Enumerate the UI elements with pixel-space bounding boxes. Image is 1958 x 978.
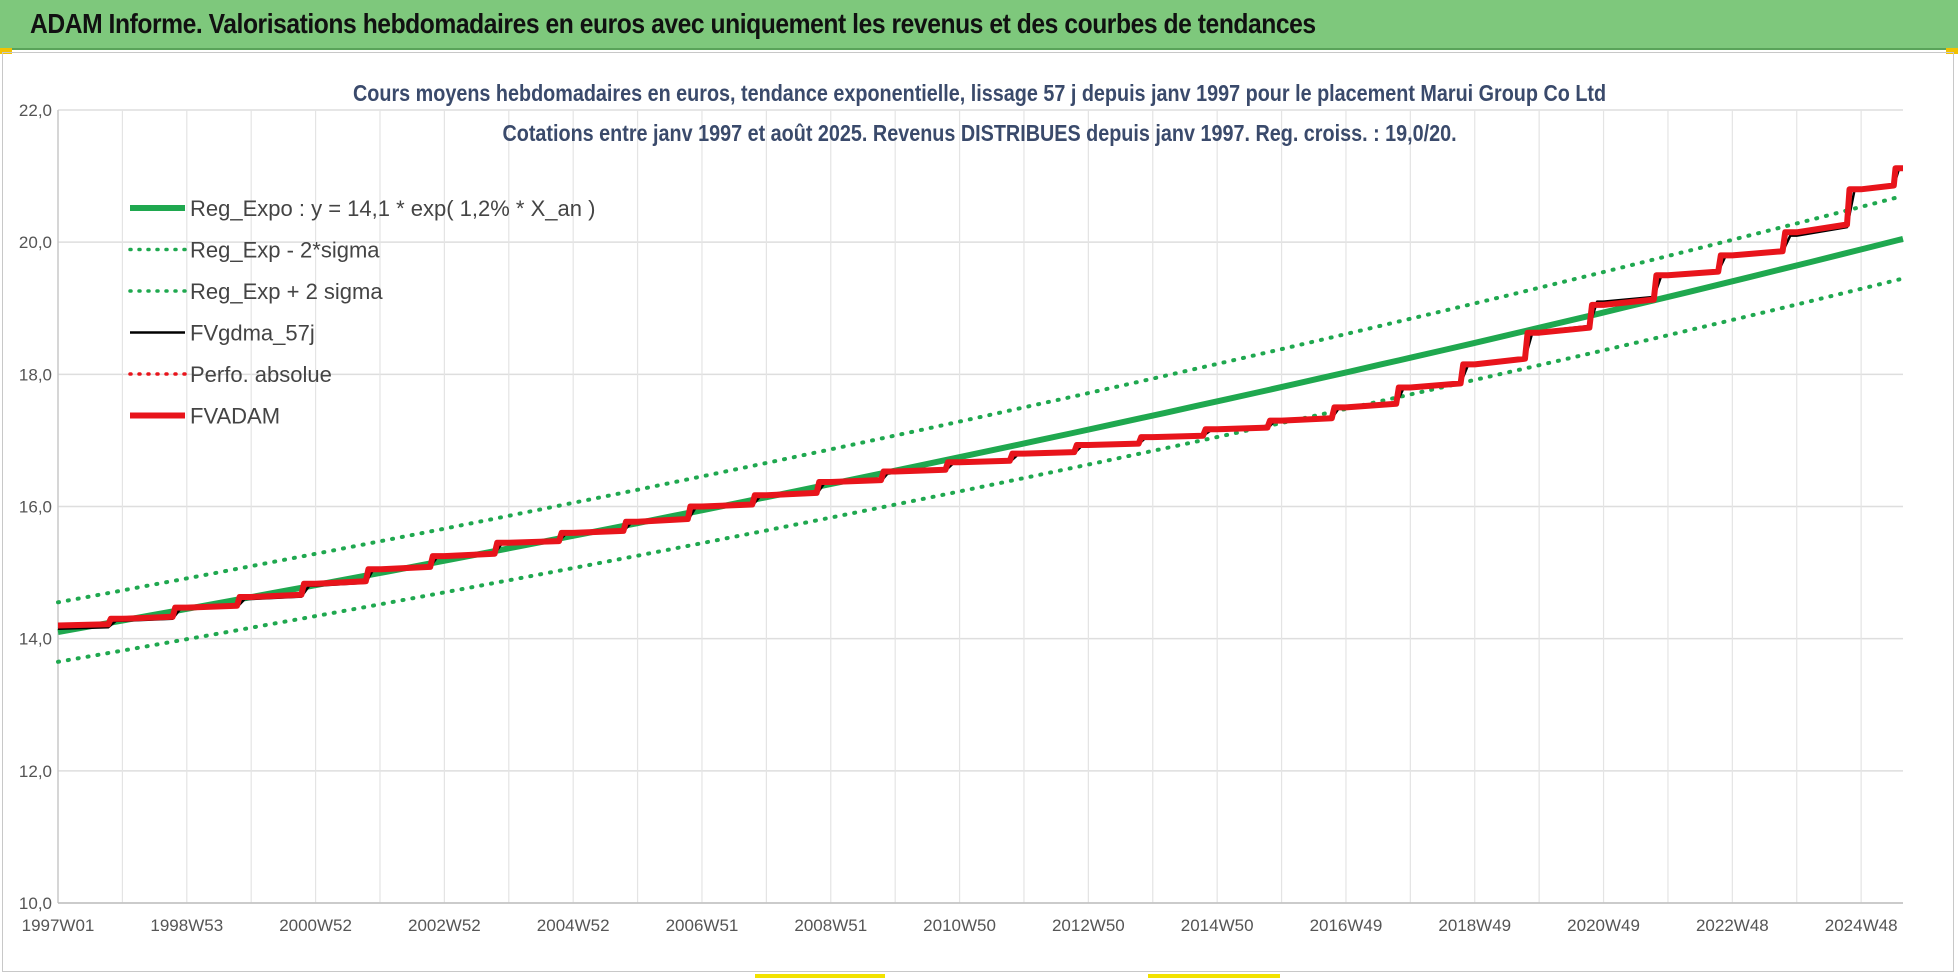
x-tick-label: 2004W52 <box>537 916 610 935</box>
corner-marker-left <box>0 48 12 54</box>
bottom-accent-right <box>1148 974 1280 978</box>
x-tick-label: 2012W50 <box>1052 916 1125 935</box>
header-banner: ADAM Informe. Valorisations hebdomadaire… <box>0 0 1958 50</box>
x-tick-label: 2020W49 <box>1567 916 1640 935</box>
x-tick-label: 2016W49 <box>1310 916 1383 935</box>
x-tick-label: 2008W51 <box>794 916 867 935</box>
y-tick-label: 18,0 <box>19 365 52 384</box>
series-line-5 <box>57 165 1903 629</box>
x-tick-label: 2014W50 <box>1181 916 1254 935</box>
chart-title: Cours moyens hebdomadaires en euros, ten… <box>353 80 1607 106</box>
legend-label: FVgdma_57j <box>190 321 315 346</box>
chart-subtitle: Cotations entre janv 1997 et août 2025. … <box>502 120 1457 146</box>
corner-marker-right <box>1946 48 1958 54</box>
page-title: ADAM Informe. Valorisations hebdomadaire… <box>30 8 1316 39</box>
legend-label: Reg_Exp + 2 sigma <box>190 279 383 304</box>
y-tick-label: 22,0 <box>19 101 52 120</box>
y-tick-label: 16,0 <box>19 498 52 517</box>
series-line-1 <box>56 276 1905 664</box>
x-tick-label: 2022W48 <box>1696 916 1769 935</box>
legend-label: Perfo. absolue <box>190 362 332 387</box>
x-tick-label: 1998W53 <box>150 916 223 935</box>
y-tick-label: 12,0 <box>19 762 52 781</box>
bottom-accent-left <box>755 974 885 978</box>
x-tick-label: 2006W51 <box>666 916 739 935</box>
x-tick-label: 2010W50 <box>923 916 996 935</box>
series-line-2 <box>56 193 1905 605</box>
x-tick-label: 2000W52 <box>279 916 352 935</box>
x-tick-label: 2024W48 <box>1825 916 1898 935</box>
legend-label: FVADAM <box>190 404 280 429</box>
x-tick-label: 1997W01 <box>22 916 95 935</box>
y-tick-label: 10,0 <box>19 894 52 913</box>
x-tick-label: 2018W49 <box>1438 916 1511 935</box>
y-tick-label: 20,0 <box>19 233 52 252</box>
legend-label: Reg_Exp - 2*sigma <box>190 238 380 263</box>
chart-frame <box>2 52 1954 972</box>
legend-label: Reg_Expo : y = 14,1 * exp( 1,2% * X_an ) <box>190 196 595 221</box>
y-tick-label: 14,0 <box>19 630 52 649</box>
x-tick-label: 2002W52 <box>408 916 481 935</box>
